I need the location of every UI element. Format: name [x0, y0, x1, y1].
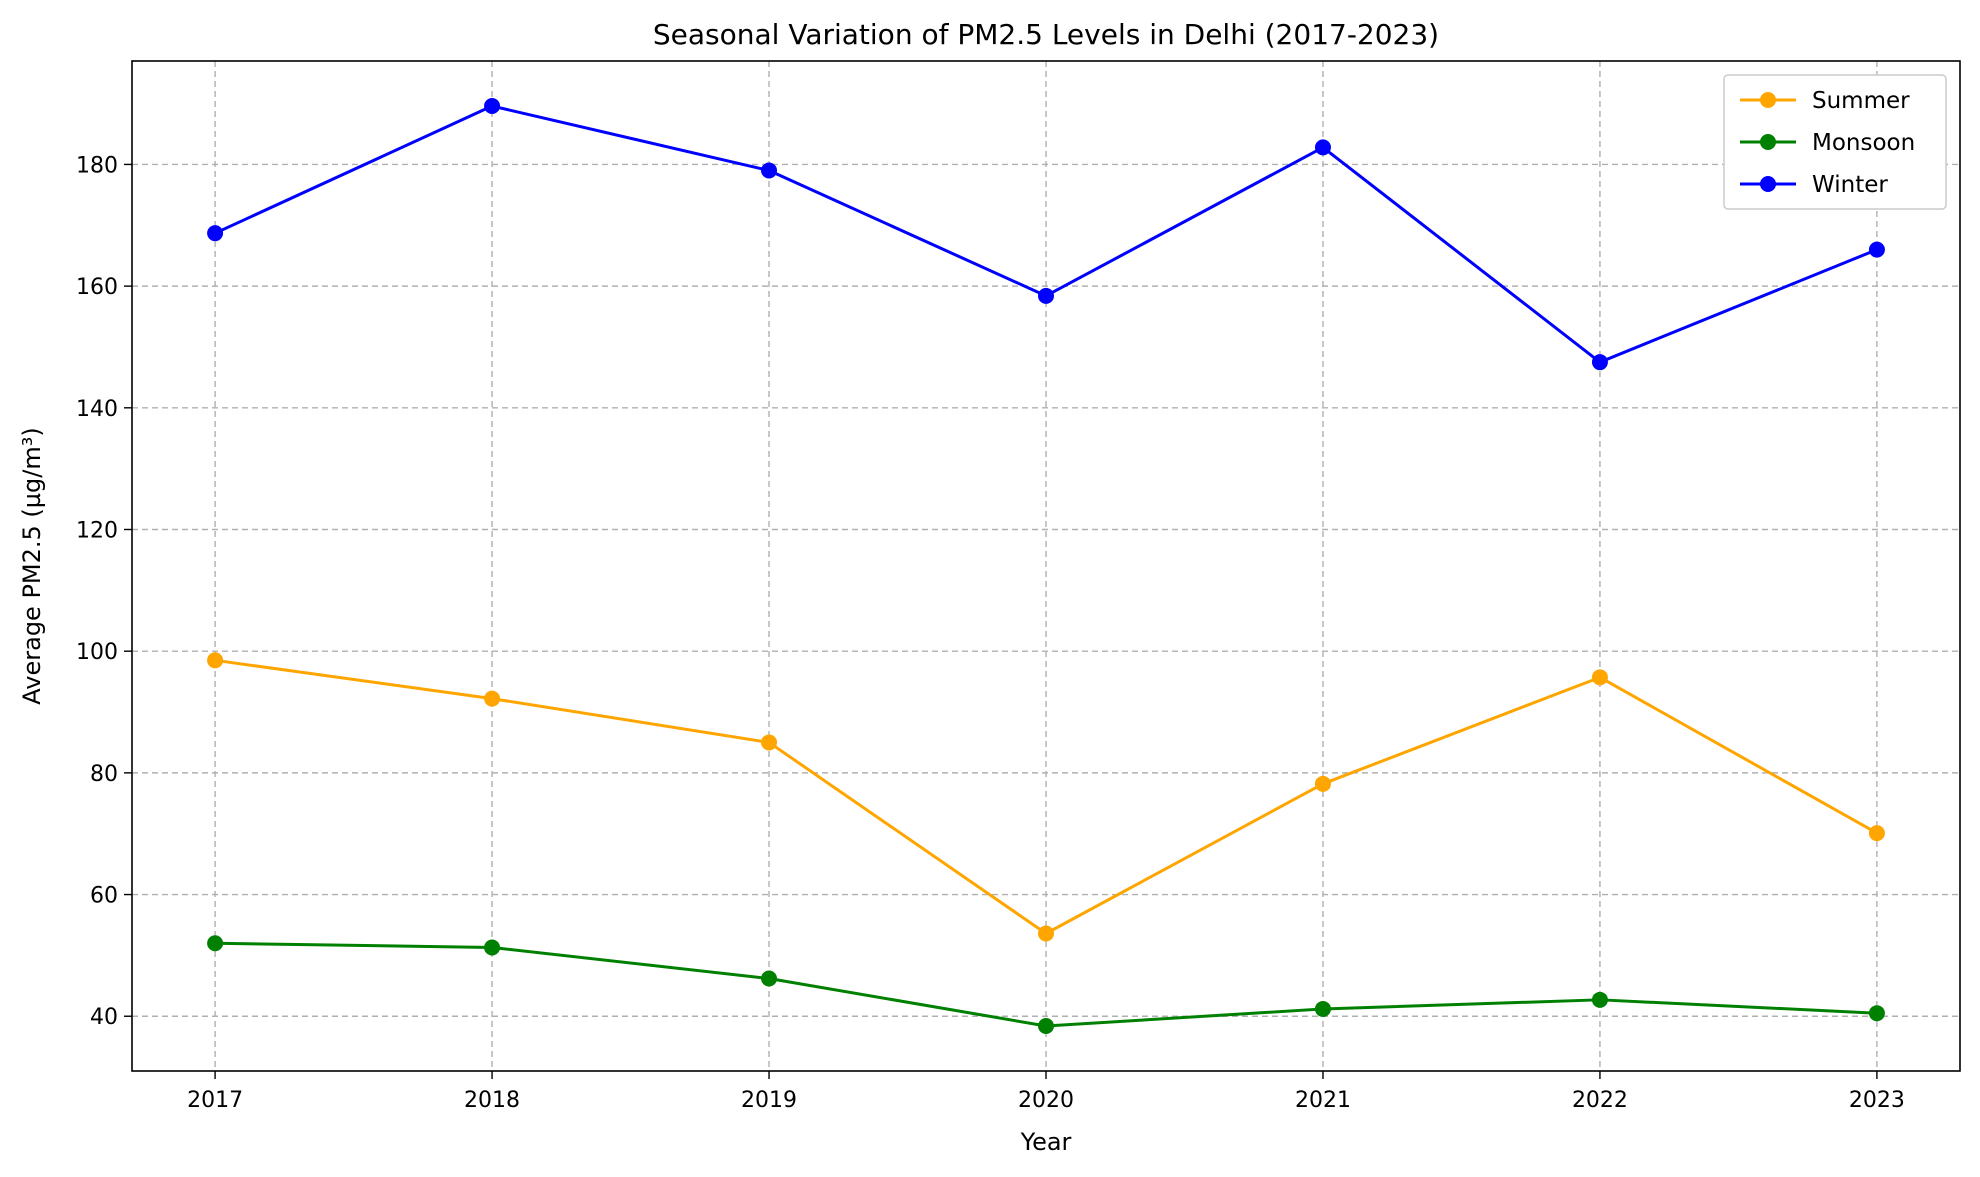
legend-entry-monsoon: Monsoon	[1740, 130, 1915, 156]
winter-point	[1038, 287, 1054, 304]
summer-point	[207, 652, 224, 669]
y-tick-label: 60	[90, 884, 118, 909]
monsoon-series	[207, 935, 1885, 1034]
monsoon-point	[484, 939, 501, 956]
grid	[132, 61, 1960, 1071]
monsoon-point	[207, 935, 224, 952]
legend-label-summer: Summer	[1812, 88, 1910, 114]
winter-point	[484, 98, 501, 115]
monsoon-point	[1868, 1005, 1885, 1022]
y-tick-label: 160	[76, 275, 118, 300]
summer-point	[1038, 925, 1054, 942]
legend-entries: Summer Monsoon Winter	[1740, 88, 1915, 198]
x-tick-label: 2023	[1849, 1088, 1905, 1113]
x-tick-label: 2018	[464, 1088, 520, 1113]
summer-point	[1314, 775, 1331, 792]
y-tick-label: 140	[76, 397, 118, 422]
x-tick-label: 2017	[187, 1088, 243, 1113]
monsoon-point	[1314, 1000, 1331, 1017]
x-tick-label: 2019	[741, 1088, 797, 1113]
y-tick-label: 180	[76, 153, 118, 178]
legend-label-winter: Winter	[1812, 172, 1888, 198]
monsoon-point	[1591, 991, 1608, 1008]
y-axis-label: Average PM2.5 (µg/m³)	[18, 427, 46, 704]
summer-point	[1868, 825, 1885, 842]
winter-point	[1591, 354, 1608, 371]
winter-point	[1314, 139, 1331, 156]
winter-point	[207, 225, 224, 242]
monsoon-point	[761, 970, 778, 987]
legend: Summer Monsoon Winter	[1723, 74, 1947, 210]
legend-entry-summer: Summer	[1740, 88, 1910, 114]
winter-series	[207, 98, 1885, 371]
legend-box	[1723, 74, 1947, 210]
legend-marker-winter	[1760, 176, 1776, 192]
series-group	[207, 98, 1885, 1034]
x-axis-label: Year	[1020, 1128, 1072, 1156]
legend-label-monsoon: Monsoon	[1812, 130, 1915, 156]
summer-series	[207, 652, 1885, 942]
y-tick-label: 120	[76, 518, 118, 543]
chart-title: Seasonal Variation of PM2.5 Levels in De…	[653, 18, 1439, 51]
legend-marker-monsoon	[1760, 134, 1776, 150]
summer-point	[1591, 669, 1608, 686]
x-tick-label: 2021	[1295, 1088, 1351, 1113]
y-tick-label: 100	[76, 640, 118, 665]
y-tick-label: 40	[90, 1005, 118, 1030]
monsoon-point	[1038, 1017, 1054, 1034]
ticks: 2017 2018 2019 2020 2021 2022 2023 40 60 80 100 120…	[76, 153, 1905, 1113]
summer-point	[484, 690, 501, 707]
legend-marker-summer	[1760, 92, 1776, 108]
winter-point	[1868, 241, 1885, 258]
x-tick-label: 2022	[1572, 1088, 1628, 1113]
legend-entry-winter: Winter	[1740, 172, 1888, 198]
summer-point	[761, 734, 778, 751]
x-tick-label: 2020	[1018, 1088, 1074, 1113]
y-tick-label: 80	[90, 762, 118, 787]
winter-point	[761, 162, 778, 179]
